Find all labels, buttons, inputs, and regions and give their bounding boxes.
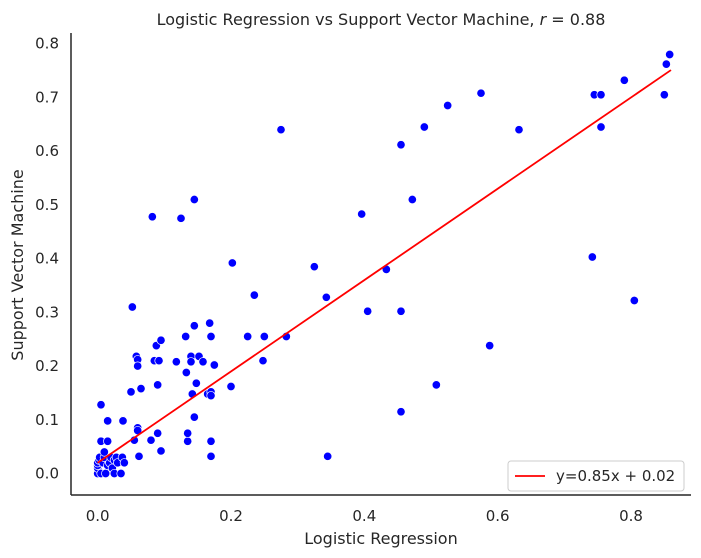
data-point [156,446,166,456]
data-point [407,194,417,205]
data-point [189,194,199,205]
data-point [136,384,146,394]
data-point [396,140,406,150]
data-point [619,75,629,85]
legend-box [507,460,685,492]
data-point [154,356,164,366]
data-point [659,90,669,100]
y-tick-label: 0.8 [35,35,59,53]
data-point [198,357,208,367]
y-axis-label: Support Vector Machine [8,169,27,360]
data-point [514,125,524,135]
data-point [661,59,671,69]
data-point [227,258,237,268]
y-tick-label: 0.6 [35,142,59,160]
data-point [357,209,367,219]
data-point [181,331,191,342]
data-point [191,378,201,388]
x-axis-label: Logistic Regression [304,529,457,548]
data-point [259,331,269,342]
data-point [118,416,128,426]
data-point [323,451,333,461]
data-point [396,306,406,316]
data-point [396,407,406,417]
data-point [186,357,196,367]
data-point [133,361,143,371]
data-point [419,122,429,132]
legend: y=0.85x + 0.02 [507,460,685,492]
y-tick-label: 0.7 [35,88,59,106]
data-point [476,88,486,98]
data-point [181,367,191,378]
y-axis-ticks: 0.0 0.1 0.2 0.3 0.4 0.5 0.6 0.7 0.8 [35,35,59,483]
x-tick-label: 0.4 [352,507,376,525]
data-point [156,335,166,345]
data-point [183,436,193,446]
data-point [183,428,193,438]
x-tick-label: 0.0 [86,507,110,525]
y-tick-label: 0.1 [35,411,59,429]
data-point [206,451,216,461]
data-point [153,380,163,390]
x-tick-label: 0.8 [619,507,643,525]
data-points [93,49,675,479]
regression-line-group [97,69,672,464]
data-point [309,262,319,272]
data-point [629,295,639,306]
data-point [596,90,606,100]
y-tick-label: 0.4 [35,250,59,268]
data-point [146,435,156,445]
y-tick-label: 0.5 [35,196,59,214]
data-point [249,290,259,300]
data-point [126,387,136,397]
data-point [205,318,215,328]
x-axis-ticks: 0.0 0.2 0.4 0.6 0.8 [86,507,643,525]
data-point [147,212,157,222]
data-point [103,416,113,426]
data-point [206,331,216,342]
data-point [431,380,441,390]
x-tick-label: 0.6 [486,507,510,525]
data-point [243,331,253,342]
data-point [206,436,216,446]
data-point [153,428,163,438]
data-point [127,302,137,312]
data-point [116,468,126,479]
regression-line [97,69,672,464]
data-point [171,357,181,367]
legend-label: y=0.85x + 0.02 [556,467,675,485]
data-point [99,447,109,457]
chart-title: Logistic Regression vs Support Vector Ma… [157,10,606,29]
y-tick-label: 0.3 [35,303,59,321]
data-point [258,356,268,366]
data-point [321,292,331,302]
data-point [363,306,373,316]
data-point [485,341,495,351]
data-point [119,458,129,468]
data-point [96,400,106,410]
y-tick-label: 0.0 [35,465,59,483]
data-point [176,213,186,223]
data-point [596,122,606,132]
y-tick-label: 0.2 [35,357,59,375]
data-point [209,360,219,370]
data-point [189,412,199,422]
x-tick-label: 0.2 [219,507,243,525]
data-point [206,391,216,401]
data-point [103,436,113,446]
data-point [587,252,597,262]
data-point [443,100,453,111]
data-point [189,321,199,331]
data-point [276,125,286,135]
data-point [134,451,144,461]
data-point [665,49,675,60]
data-point [226,381,236,392]
